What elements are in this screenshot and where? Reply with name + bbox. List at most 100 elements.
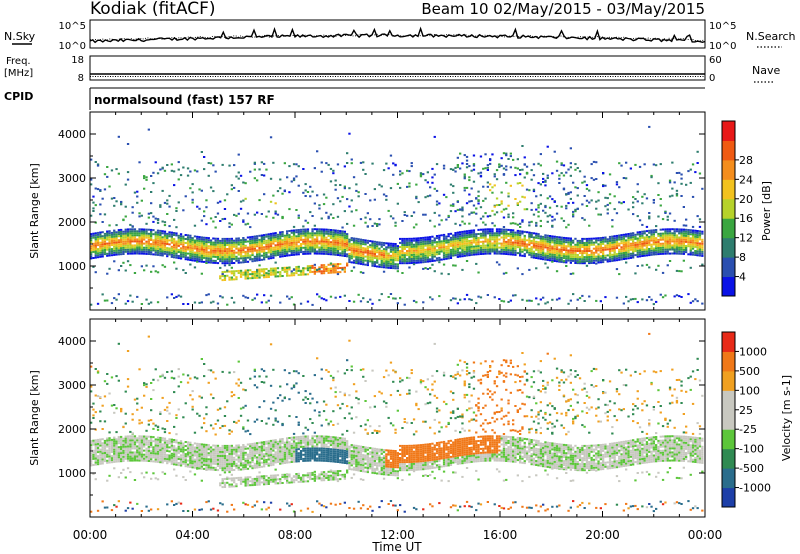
power-cell [590, 262, 593, 264]
power-cell [103, 249, 107, 251]
power-cell [675, 230, 679, 233]
power-cell [516, 252, 519, 255]
power-cell [189, 170, 192, 173]
power-cell [302, 240, 305, 243]
power-cell [622, 235, 625, 238]
power-cell [263, 294, 266, 297]
power-cell [576, 256, 579, 259]
power-cell [110, 235, 114, 238]
power-cell [302, 234, 305, 237]
power-cell [327, 251, 330, 254]
power-cell [136, 190, 139, 193]
velocity-cell [113, 404, 116, 406]
power-cell [636, 200, 639, 203]
power-cell [403, 252, 406, 255]
power-cell [219, 245, 222, 248]
power-cell [613, 245, 616, 248]
power-cell [410, 249, 413, 252]
power-cell [200, 254, 203, 257]
power-cell [426, 181, 429, 184]
power-cell [292, 272, 296, 275]
power-cell [399, 254, 402, 257]
power-cell [673, 234, 676, 237]
power-cell [115, 247, 118, 250]
power-cell [92, 207, 95, 210]
power-cell [276, 248, 280, 250]
power-cell [332, 271, 335, 274]
power-cell [537, 204, 540, 207]
power-cell [638, 243, 642, 246]
power-cell [502, 272, 506, 275]
power-cell [442, 256, 446, 259]
power-cell [394, 251, 397, 254]
power-cell [523, 241, 526, 243]
power-cell [625, 243, 628, 246]
velocity-cell [90, 442, 93, 445]
power-cell [362, 168, 365, 171]
power-cell [685, 240, 688, 243]
power-cell [320, 248, 323, 251]
power-cell [253, 245, 256, 248]
power-cell [661, 252, 665, 255]
power-cell [512, 245, 515, 248]
power-cell [512, 237, 515, 240]
power-cell [343, 236, 346, 239]
power-cell [403, 262, 406, 265]
power-cell [378, 251, 381, 254]
power-cell [585, 252, 589, 255]
power-cell [530, 208, 533, 211]
power-cell [512, 212, 515, 215]
power-cell [237, 212, 240, 215]
power-cell [327, 230, 330, 233]
power-cell [417, 261, 420, 264]
power-cell [189, 187, 192, 190]
power-cell [551, 215, 554, 218]
y-tick-label: 2000 [58, 216, 86, 229]
power-cell [140, 238, 143, 241]
power-cell [590, 253, 593, 256]
power-cell [96, 248, 100, 251]
power-cell [484, 240, 487, 243]
velocity-cell [90, 456, 93, 459]
power-cell [392, 263, 395, 266]
power-cell [502, 300, 506, 303]
power-cell [615, 181, 619, 184]
power-cell [334, 265, 337, 268]
power-cell [507, 247, 510, 250]
power-cell [170, 163, 173, 166]
power-cell [412, 243, 416, 246]
power-cell [422, 213, 425, 216]
power-cell [143, 246, 146, 249]
power-cell [382, 262, 386, 265]
power-cell [260, 238, 263, 241]
power-cell [634, 235, 637, 238]
power-cell [691, 243, 695, 246]
power-cell [567, 253, 570, 256]
power-cell [150, 202, 153, 205]
power-cell [200, 258, 203, 261]
power-cell [429, 246, 432, 249]
power-cell [392, 255, 395, 257]
power-cell [419, 173, 423, 176]
power-cell [514, 243, 517, 246]
power-cell [322, 236, 326, 239]
power-cell [219, 254, 222, 256]
power-cell [459, 231, 462, 234]
power-cell [502, 152, 506, 155]
velocity-cell [103, 380, 107, 383]
power-cell [615, 296, 619, 299]
power-cell [602, 257, 605, 259]
power-cell [535, 297, 538, 300]
power-cell [371, 250, 374, 253]
power-cell [599, 243, 602, 246]
power-cell [403, 248, 406, 250]
power-cell [373, 240, 376, 243]
power-cell [484, 230, 487, 233]
power-cell [184, 256, 187, 259]
power-cell [422, 261, 425, 264]
power-cell [272, 248, 275, 251]
power-cell [608, 173, 612, 176]
power-cell [260, 270, 263, 273]
power-cell [477, 237, 480, 239]
power-cell [449, 232, 453, 235]
